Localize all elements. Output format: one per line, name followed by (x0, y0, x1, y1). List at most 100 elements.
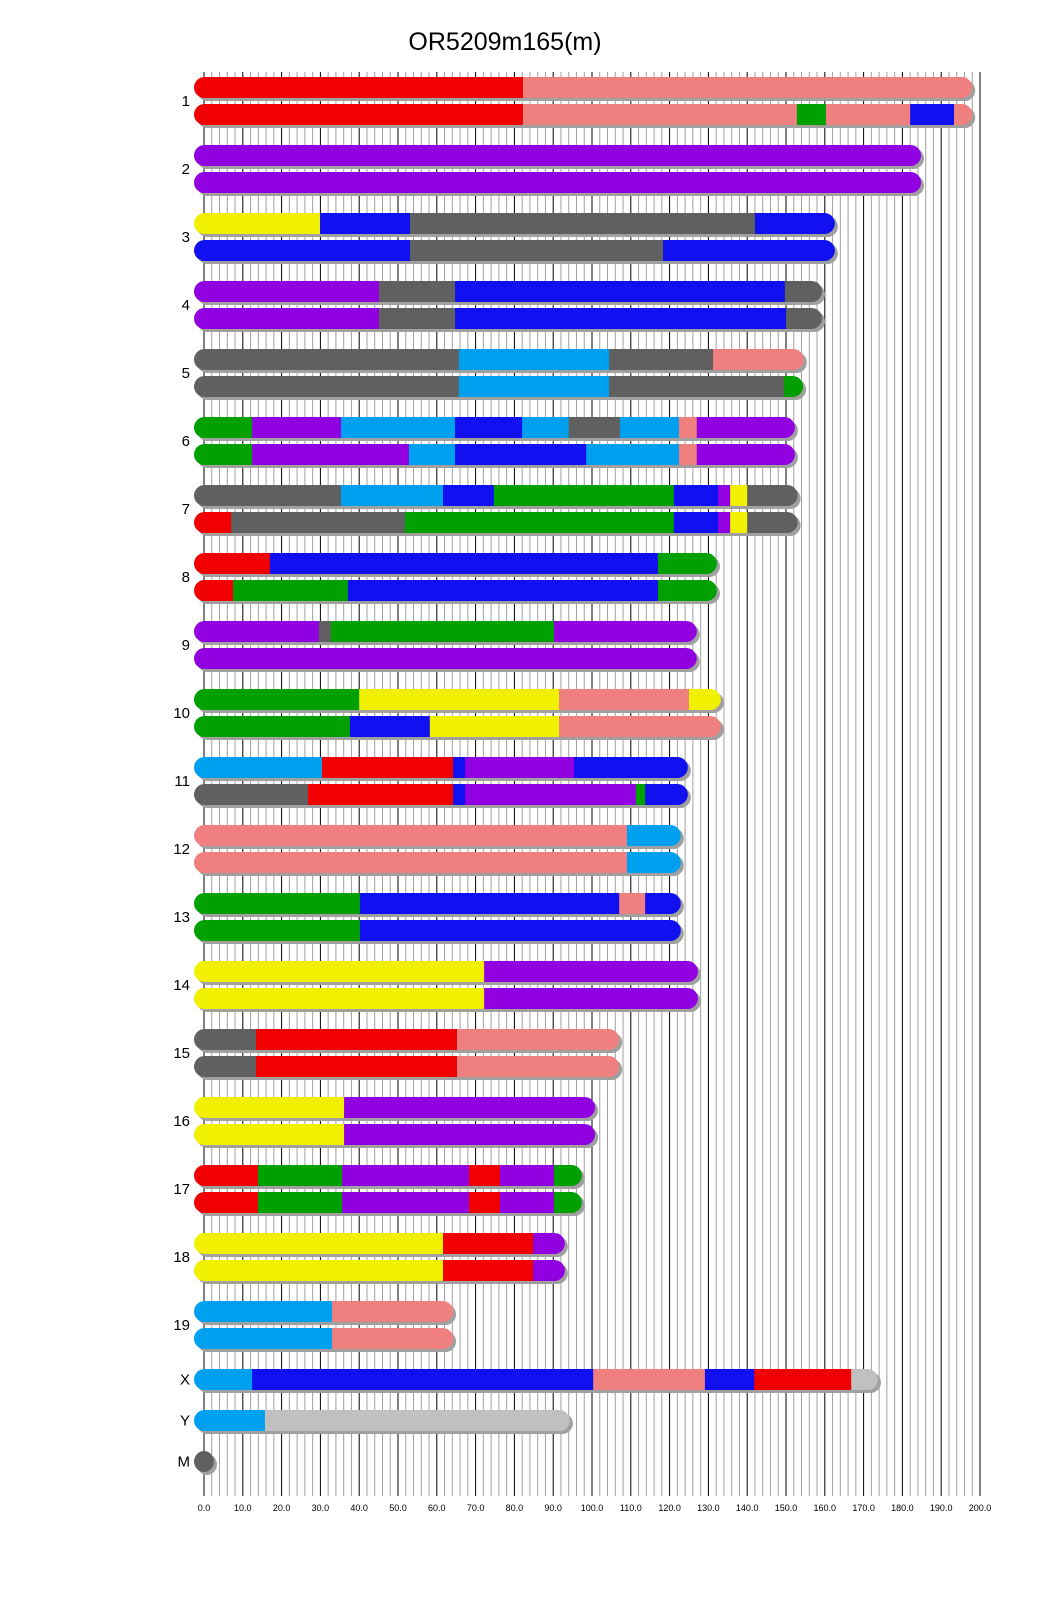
ancestry-segment (443, 485, 495, 506)
ancestry-segment (349, 716, 431, 737)
ancestry-segment (784, 281, 823, 302)
x-tick-label: 50.0 (389, 1503, 407, 1513)
haplotype-bar (194, 988, 701, 1012)
ancestry-segment (194, 417, 253, 438)
ancestry-segment (786, 308, 823, 329)
haplotype-bar (194, 349, 807, 373)
ancestry-segment (574, 757, 688, 778)
ancestry-segment (455, 308, 787, 329)
ancestry-segment (730, 485, 748, 506)
ancestry-segment (493, 485, 675, 506)
chromosome-11: 11 (174, 757, 691, 808)
ancestry-segment (194, 648, 697, 669)
ancestry-segment (455, 417, 523, 438)
haplotype-bar (194, 1260, 568, 1284)
chromosome-8: 8 (182, 553, 720, 604)
ancestry-segment (796, 104, 827, 125)
chromosome-label: 14 (173, 977, 190, 994)
haplotype-bar (194, 213, 838, 237)
chart-title: OR5209m165(m) (408, 28, 602, 56)
chromosome-3: 3 (182, 213, 838, 264)
ancestry-segment (747, 485, 798, 506)
haplotype-bar (194, 417, 798, 441)
haplotype-bar (194, 1451, 217, 1475)
ancestry-segment (194, 1165, 259, 1186)
ancestry-segment (673, 512, 719, 533)
ancestry-segment (194, 784, 309, 805)
ancestry-segment (252, 444, 410, 465)
chromosome-label: 6 (182, 433, 190, 450)
ancestry-segment (194, 512, 232, 533)
haplotype-bar (194, 444, 798, 468)
ancestry-segment (194, 893, 361, 914)
ancestry-segment (194, 553, 271, 574)
haplotype-bar (194, 104, 976, 128)
ancestry-segment (233, 580, 349, 601)
ancestry-segment (194, 376, 460, 397)
ancestry-segment (443, 1260, 534, 1281)
chromosome-18: 18 (173, 1233, 568, 1284)
chromosome-label: 15 (173, 1045, 190, 1062)
ancestry-segment (619, 893, 646, 914)
ancestry-segment (469, 1192, 501, 1213)
ancestry-segment (586, 444, 680, 465)
chromosome-10: 10 (173, 689, 724, 740)
ancestry-segment (347, 580, 659, 601)
ancestry-segment (500, 1192, 555, 1213)
x-tick-label: 80.0 (506, 1503, 524, 1513)
ancestry-segment (718, 485, 731, 506)
ancestry-segment (645, 893, 681, 914)
haplotype-bar (194, 172, 925, 196)
x-tick-label: 40.0 (350, 1503, 368, 1513)
ancestry-segment (713, 349, 804, 370)
ancestry-segment (257, 1192, 343, 1213)
ancestry-segment (194, 1056, 257, 1077)
x-tick-label: 10.0 (234, 1503, 252, 1513)
haplotype-bar (194, 648, 700, 672)
chromosome-5: 5 (182, 349, 807, 400)
ancestry-segment (252, 1369, 594, 1390)
haplotype-bar (194, 145, 925, 169)
ancestry-segment (673, 485, 719, 506)
ancestry-segment (559, 716, 721, 737)
chromosome-label: Y (180, 1413, 190, 1430)
ancestry-segment (458, 349, 610, 370)
x-tick-label: 150.0 (775, 1503, 798, 1513)
ancestry-segment (344, 1124, 596, 1145)
ancestry-segment (359, 920, 681, 941)
haplotype-bar (194, 1192, 585, 1216)
ancestry-segment (194, 852, 628, 873)
ancestry-segment (619, 417, 680, 438)
ancestry-segment (533, 1233, 565, 1254)
ancestry-segment (663, 240, 835, 261)
chromosome-16: 16 (173, 1097, 599, 1148)
ancestry-segment (194, 1410, 266, 1431)
haplotype-bar (194, 893, 684, 917)
ancestry-segment (626, 852, 681, 873)
ancestry-segment (194, 1124, 345, 1145)
ancestry-segment (194, 1260, 444, 1281)
ancestry-segment (851, 1369, 878, 1390)
haplotype-bar (194, 920, 684, 944)
ancestry-segment (657, 553, 717, 574)
ancestry-segment (408, 444, 456, 465)
ancestry-segment (410, 213, 756, 234)
ancestry-segment (954, 104, 973, 125)
haplotype-bar (194, 716, 724, 740)
haplotype-bar (194, 1369, 881, 1393)
ancestry-segment (609, 349, 714, 370)
ancestry-segment (456, 1029, 620, 1050)
ancestry-segment (194, 1451, 214, 1472)
ancestry-segment (553, 621, 697, 642)
haplotype-bar (194, 553, 720, 577)
ancestry-segment (194, 104, 524, 125)
ancestry-segment (194, 240, 411, 261)
ancestry-segment (342, 1192, 470, 1213)
ancestry-segment (410, 240, 664, 261)
ancestry-segment (194, 1233, 444, 1254)
ancestry-segment (194, 77, 524, 98)
haplotype-bar (194, 825, 684, 849)
haplotype-bar (194, 308, 826, 332)
ancestry-segment (533, 1260, 565, 1281)
